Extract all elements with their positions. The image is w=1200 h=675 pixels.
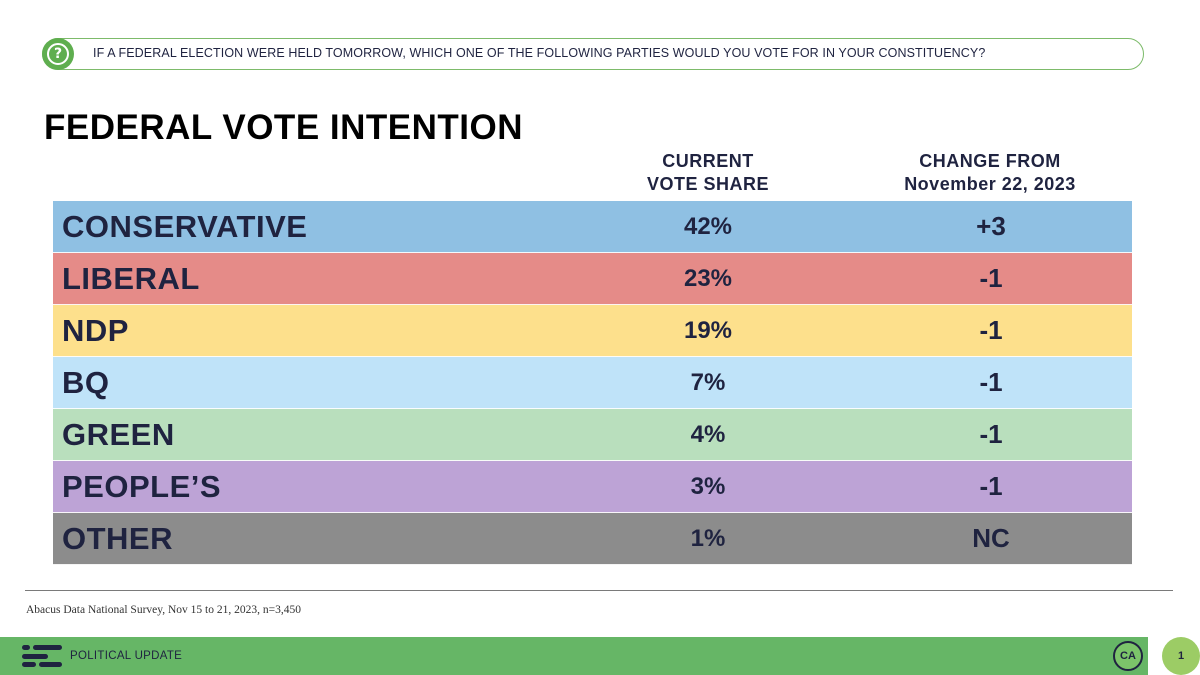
page-number: 1 [1162, 637, 1200, 675]
column-header-change-line1: CHANGE FROM [919, 151, 1061, 171]
table-row: OTHER 1% NC [53, 513, 1132, 565]
party-name: BQ [62, 364, 110, 400]
vote-share-value: 4% [690, 420, 726, 448]
change-value: NC [972, 523, 1010, 553]
table-row: LIBERAL 23% -1 [53, 253, 1132, 305]
change-value: -1 [979, 263, 1003, 293]
footer-label: POLITICAL UPDATE [70, 650, 183, 662]
table-row: PEOPLE’S 3% -1 [53, 461, 1132, 513]
party-name: OTHER [62, 520, 173, 556]
column-header-vote-share: CURRENT VOTE SHARE [600, 150, 816, 196]
table-row: CONSERVATIVE 42% +3 [53, 201, 1132, 253]
vote-share-value: 3% [690, 472, 726, 500]
column-header-vote-share-line2: VOTE SHARE [646, 174, 770, 194]
vote-share-value: 42% [683, 212, 733, 240]
party-name: LIBERAL [62, 260, 200, 296]
change-value: -1 [979, 315, 1003, 345]
party-name: CONSERVATIVE [62, 208, 308, 244]
party-name: PEOPLE’S [62, 468, 222, 504]
table-row: BQ 7% -1 [53, 357, 1132, 409]
table-row: NDP 19% -1 [53, 305, 1132, 357]
party-name: NDP [62, 312, 129, 348]
divider [25, 590, 1173, 591]
vote-intention-table: CONSERVATIVE 42% +3 LIBERAL 23% -1 NDP 19% -1 BQ 7… [53, 201, 1132, 565]
vote-share-value: 1% [690, 524, 726, 552]
ca-badge-icon: CA [1113, 641, 1143, 671]
column-header-change-line2: November 22, 2023 [904, 174, 1076, 194]
party-name: GREEN [62, 416, 175, 452]
footer-bar: POLITICAL UPDATE CA [0, 637, 1148, 675]
change-value: +3 [976, 211, 1006, 241]
vote-share-value: 19% [683, 316, 733, 344]
question-text: IF A FEDERAL ELECTION WERE HELD TOMORROW… [93, 46, 986, 60]
change-value: -1 [979, 471, 1003, 501]
vote-share-value: 23% [683, 264, 733, 292]
abacus-logo-icon [22, 645, 62, 667]
column-header-vote-share-line1: CURRENT [662, 151, 754, 171]
question-mark-icon: ? [42, 38, 74, 70]
page-title: FEDERAL VOTE INTENTION [44, 108, 523, 147]
source-note: Abacus Data National Survey, Nov 15 to 2… [26, 604, 301, 616]
change-value: -1 [979, 419, 1003, 449]
table-row: GREEN 4% -1 [53, 409, 1132, 461]
vote-share-value: 7% [690, 368, 726, 396]
column-header-change: CHANGE FROM November 22, 2023 [870, 150, 1110, 196]
question-banner: ? IF A FEDERAL ELECTION WERE HELD TOMORR… [42, 38, 1144, 70]
change-value: -1 [979, 367, 1003, 397]
